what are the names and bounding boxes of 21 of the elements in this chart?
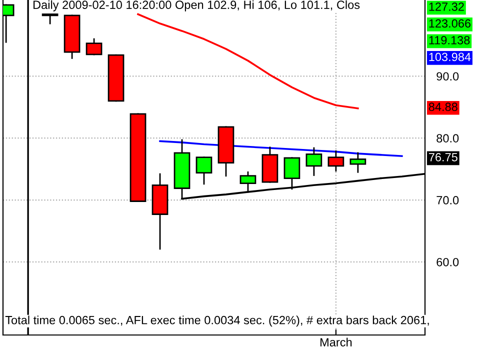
- text: 127.32: [429, 2, 464, 11]
- text: 123.066: [429, 19, 471, 28]
- annotation: Total time 0.0065 sec., AFL exec time 0.0034 sec. (52%), # extra bars back 2061,: [5, 316, 429, 327]
- candlestick: [328, 150, 344, 172]
- line-series: [137, 13, 359, 110]
- y-tick-label: 70.0: [436, 196, 459, 204]
- candlestick: [306, 147, 322, 176]
- x-tick-label: March: [320, 338, 352, 346]
- text: 103.984: [429, 52, 471, 62]
- candlestick: [350, 152, 366, 173]
- y-tick-label: 80.0: [436, 134, 459, 142]
- line-series: [159, 140, 403, 157]
- candlestick: [42, 14, 58, 24]
- annotation: 84.88: [428, 102, 458, 112]
- candlestick: [86, 38, 102, 56]
- candlestick: [196, 156, 212, 185]
- chart-title: Daily 2009-02-10 16:20:00 Open 102.9, Hi 106, Lo 101.1, Clos: [34, 0, 360, 12]
- y-tick-label: 60.0: [436, 258, 459, 266]
- text: 119.138: [429, 36, 470, 44]
- y-tick-label: 90.0: [436, 72, 459, 81]
- annotation: 76.75: [428, 153, 458, 162]
